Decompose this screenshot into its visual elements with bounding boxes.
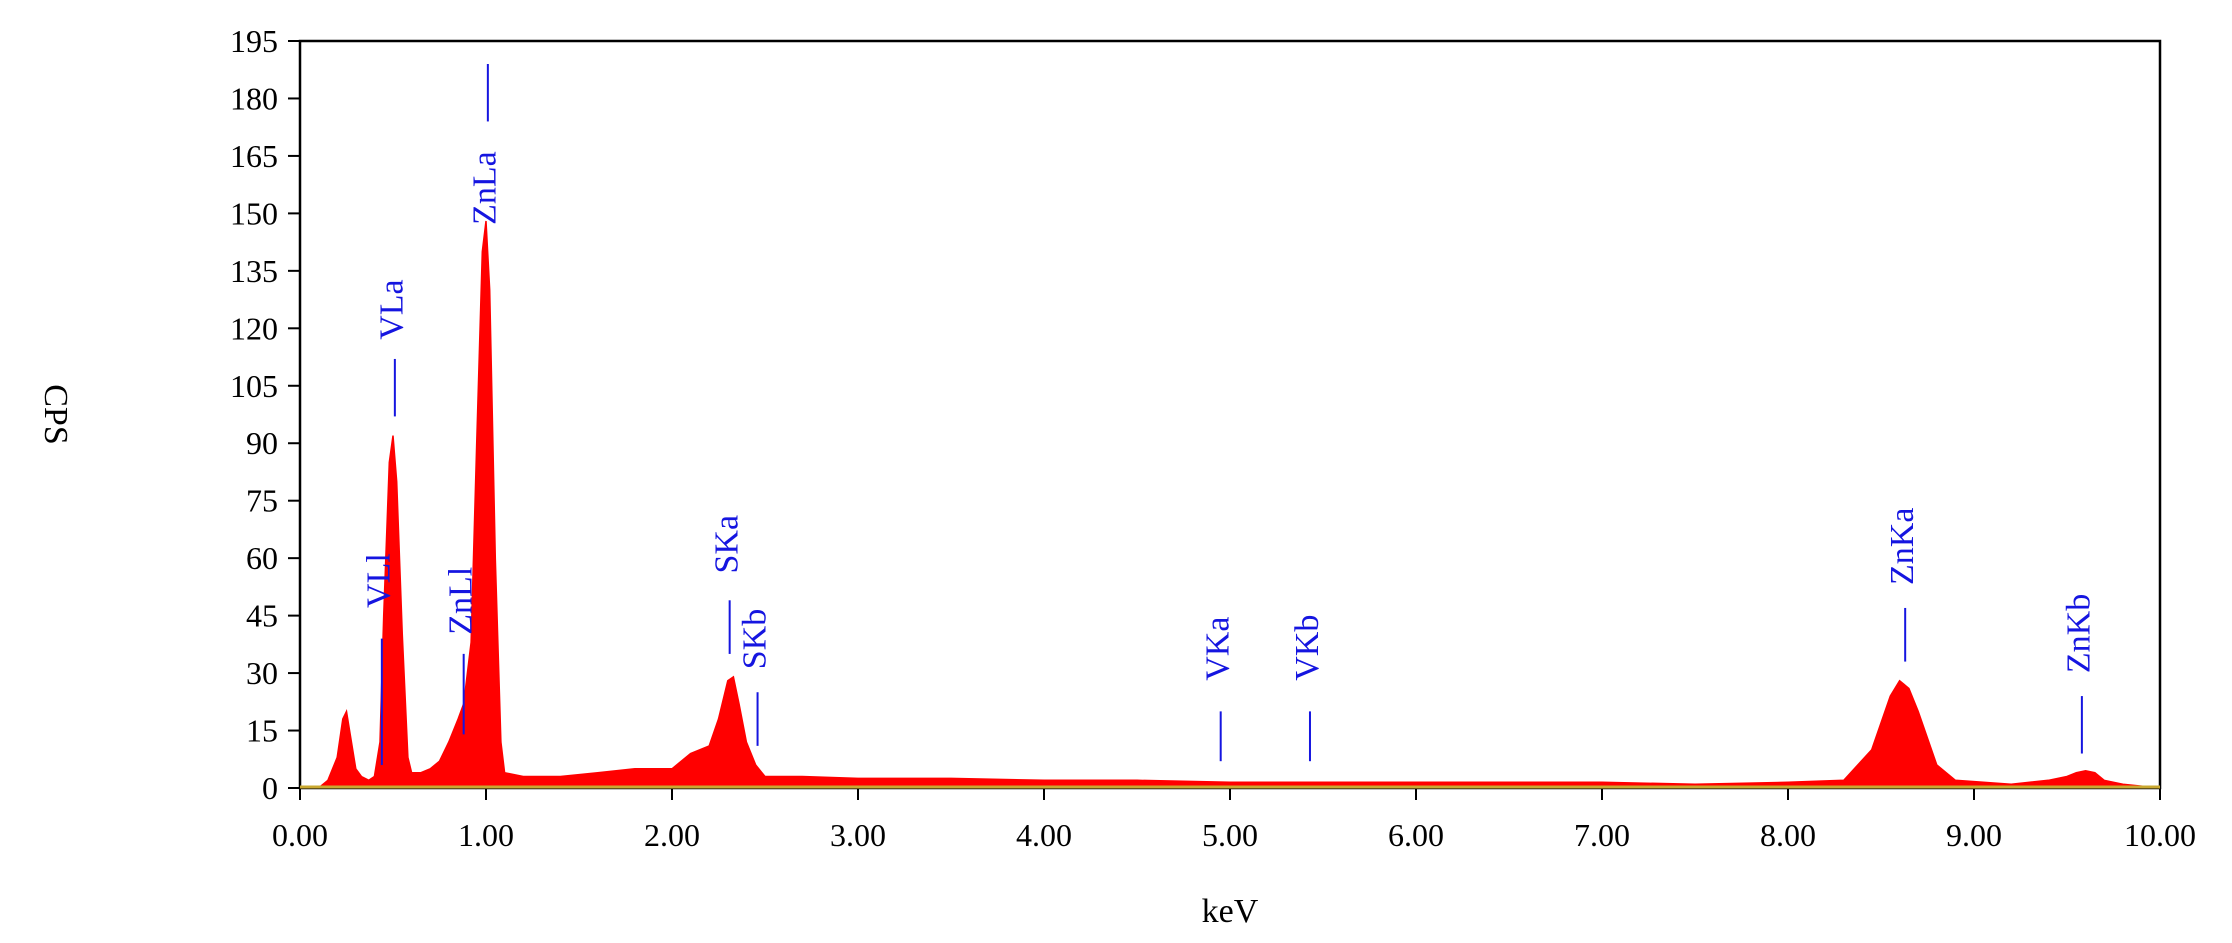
x-tick-label: 5.00 — [1202, 817, 1258, 853]
peak-label: VLa — [374, 279, 411, 339]
peak-label: VKb — [1289, 615, 1326, 681]
x-tick-label: 6.00 — [1388, 817, 1444, 853]
x-tick-label: 9.00 — [1946, 817, 2002, 853]
peak-label: VKa — [1199, 617, 1236, 681]
y-tick-label: 120 — [230, 310, 278, 346]
peak-label: VLl — [361, 553, 398, 608]
y-tick-label: 60 — [246, 540, 278, 576]
peak-label: ZnLa — [467, 151, 504, 225]
x-tick-label: 3.00 — [830, 817, 886, 853]
y-tick-label: 75 — [246, 483, 278, 519]
peak-label: SKb — [736, 609, 773, 669]
y-tick-label: 105 — [230, 368, 278, 404]
x-tick-label: 10.00 — [2124, 817, 2196, 853]
peak-label: SKa — [708, 515, 745, 574]
y-tick-label: 150 — [230, 195, 278, 231]
x-tick-label: 4.00 — [1016, 817, 1072, 853]
x-axis-title: keV — [1202, 893, 1259, 930]
x-tick-label: 8.00 — [1760, 817, 1816, 853]
y-tick-label: 180 — [230, 80, 278, 116]
peak-label: ZnKa — [1884, 508, 1921, 585]
axis-ticks: 0.00 1.00 2.00 3.00 4.00 5.00 6.00 7.00 8.00 9.00… — [230, 23, 2196, 853]
y-tick-label: 90 — [246, 425, 278, 461]
y-tick-label: 0 — [262, 770, 278, 806]
peak-label: ZnKb — [2061, 594, 2098, 673]
spectrum-marks — [300, 220, 2161, 789]
x-tick-label: 7.00 — [1574, 817, 1630, 853]
y-tick-label: 165 — [230, 138, 278, 174]
y-tick-label: 45 — [246, 598, 278, 634]
y-tick-label: 135 — [230, 253, 278, 289]
y-tick-label: 15 — [246, 713, 278, 749]
x-tick-label: 1.00 — [458, 817, 514, 853]
x-tick-label: 0.00 — [272, 817, 328, 853]
x-tick-label: 2.00 — [644, 817, 700, 853]
spectrum-area-0 — [300, 220, 2161, 789]
peak-label: ZnLl — [442, 567, 479, 635]
peak-labels: VLl VLa ZnLl ZnLa SKa SKb VKa VKb ZnKa ZnKb — [361, 63, 2098, 766]
y-tick-label: 195 — [230, 23, 278, 59]
y-axis-title: CPS — [37, 384, 74, 445]
y-tick-label: 30 — [246, 655, 278, 691]
